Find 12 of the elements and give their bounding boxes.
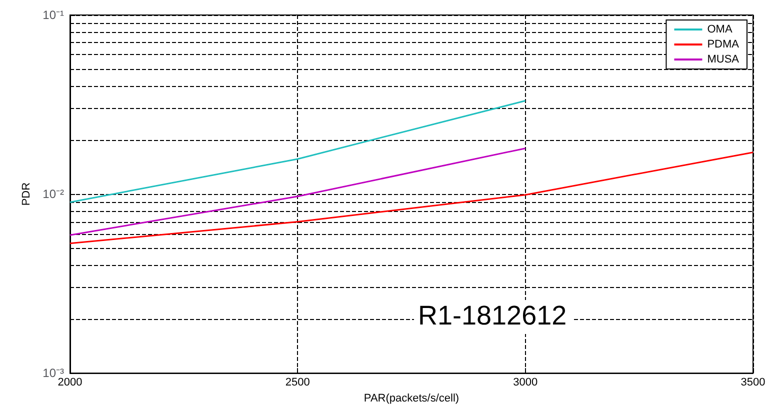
x-axis-title: PAR(packets/s/cell) [364, 392, 460, 404]
y-axis-title: PDR [20, 182, 32, 206]
y-tick-label: 10⁻¹ [42, 8, 64, 22]
x-tick-label: 2500 [285, 376, 310, 389]
annotation: R1-1812612 [418, 300, 567, 330]
line-series [69, 152, 754, 244]
x-tick-label: 3000 [513, 376, 538, 389]
legend-label: PDMA [707, 38, 740, 50]
legend-label: MUSA [707, 54, 740, 66]
y-tick-label: 10⁻² [42, 187, 64, 202]
legend-label: OMA [707, 24, 733, 36]
x-tick-label: 3500 [740, 376, 766, 389]
